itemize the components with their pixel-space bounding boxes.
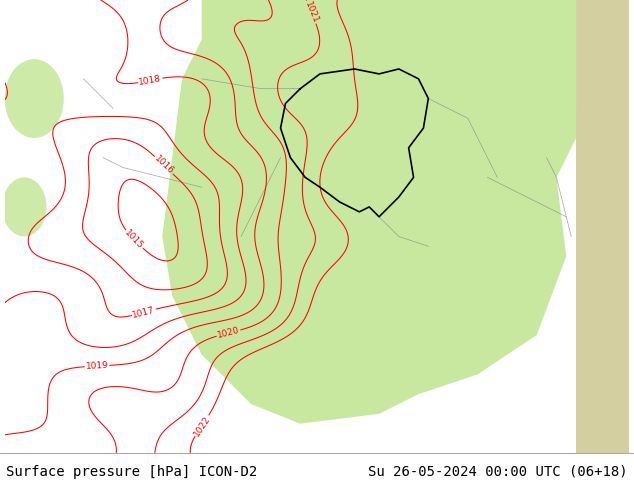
Text: 1016: 1016	[152, 154, 175, 176]
Ellipse shape	[4, 59, 64, 138]
Text: Su 26-05-2024 00:00 UTC (06+18): Su 26-05-2024 00:00 UTC (06+18)	[368, 465, 628, 479]
Text: 1018: 1018	[138, 74, 162, 87]
Text: 1017: 1017	[132, 305, 156, 319]
Polygon shape	[162, 0, 576, 424]
Text: 1015: 1015	[123, 228, 145, 251]
Bar	[576, 0, 630, 453]
Polygon shape	[340, 0, 576, 118]
Ellipse shape	[2, 177, 46, 237]
Text: 1020: 1020	[216, 326, 241, 340]
Text: 1022: 1022	[192, 414, 212, 438]
Text: Surface pressure [hPa] ICON-D2: Surface pressure [hPa] ICON-D2	[6, 465, 257, 479]
Text: 1021: 1021	[302, 0, 320, 24]
Text: 1019: 1019	[86, 361, 109, 371]
